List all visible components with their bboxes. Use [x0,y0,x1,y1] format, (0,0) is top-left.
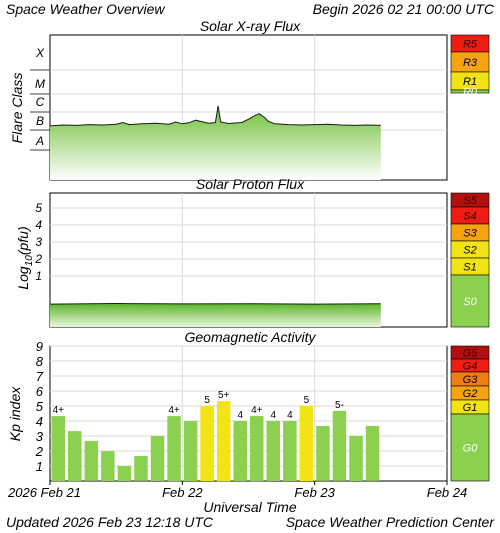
xray-ytick-m: M [35,77,45,91]
scale-label-r1: R1 [463,76,477,88]
kp-ytick-2: 2 [35,444,44,459]
kp-bar-label: 5- [335,400,344,411]
kp-bar [68,431,82,482]
kp-bar [266,421,280,481]
kp-bar [84,440,99,481]
kp-bar [365,425,380,481]
kp-bar [150,436,165,481]
plot-frame-3 [49,345,448,482]
x-tick-label: Feb 23 [294,485,335,500]
kp-bar [183,421,198,481]
scale-label-g5: G5 [463,348,479,360]
xray-ytick-x: X [35,46,45,60]
x-tick-label: Feb 24 [427,485,467,500]
kp-ytick-4: 4 [36,414,43,429]
scale-band-s0 [450,274,490,328]
kp-bar-label: 5 [204,395,210,406]
kp-bar [167,416,181,482]
proton-ytick-5: 5 [35,201,42,215]
xray-ytick-b: B [36,114,44,128]
proton-ylabel-text: Log10(pfu) [15,226,35,289]
scale-label-g0: G0 [463,443,479,455]
scale-label-s5: S5 [463,195,477,207]
kp-ytick-9: 9 [36,339,43,354]
kp-ytick-7: 7 [36,369,44,384]
scale-label-s2: S2 [463,245,476,257]
kp-bar [216,401,231,482]
kp-bar [200,406,214,481]
scale-label-r0: R0 [463,87,478,99]
kp-title: Geomagnetic Activity [185,329,317,345]
kp-bar [101,451,115,481]
xray-ylabel: Flare Class [9,73,25,144]
scale-label-r3: R3 [463,57,478,69]
kp-bar [134,455,148,481]
kp-ytick-5: 5 [36,399,44,414]
proton-ytick-3: 3 [35,235,42,249]
kp-bar-label: 5 [304,395,310,406]
scale-label-s4: S4 [463,211,476,223]
scale-band-g0 [450,413,490,482]
scale-label-g3: G3 [463,374,479,386]
scale-label-g2: G2 [463,388,478,400]
xray-ytick-c: C [36,95,45,109]
scale-label-s0: S0 [463,296,477,308]
kp-bar [332,410,347,481]
x-tick-label: 2026 Feb 21 [7,485,81,500]
proton-title: Solar Proton Flux [196,176,305,192]
scale-label-s1: S1 [463,262,476,274]
kp-bar-label: 4+ [251,405,263,416]
kp-bar-label: 4 [237,410,243,421]
proton-flux-line [49,302,381,305]
scale-band-r0 [450,89,490,94]
xray-flux-line [49,105,381,127]
kp-ytick-8: 8 [36,354,44,369]
xray-ytick-a: A [35,134,44,148]
overview-title: Space Weather Overview [6,1,165,17]
proton-ytick-4: 4 [35,218,42,232]
kp-bar [51,416,65,482]
kp-ylabel: Kp index [7,386,23,441]
kp-ytick-1: 1 [36,459,43,474]
kp-bar [349,436,363,481]
kp-ytick-6: 6 [36,384,44,399]
x-tick-label: Feb 22 [162,485,203,500]
proton-ytick-2: 2 [34,252,42,266]
xray-flux-area [50,105,381,180]
x-axis-title: Universal Time [203,499,296,515]
kp-bar [233,421,247,481]
kp-bar-label: 4+ [168,405,180,416]
kp-bar-label: 4 [271,410,277,421]
xray-title: Solar X-ray Flux [200,18,301,34]
scale-label-s3: S3 [463,228,477,240]
kp-bar [316,425,330,481]
kp-bar [250,416,264,482]
kp-bar [283,421,297,481]
kp-ytick-3: 3 [36,429,44,444]
kp-bar-label: 4+ [53,405,65,416]
scale-label-r5: R5 [463,39,478,51]
kp-bar [299,406,314,481]
scale-label-g4: G4 [463,361,478,373]
updated-time: Updated 2026 Feb 23 12:18 UTC [6,514,214,530]
kp-bar-label: 5+ [218,390,230,401]
scale-label-g1: G1 [463,402,478,414]
begin-time: Begin 2026 02 21 00:00 UTC [312,1,494,17]
kp-bar-label: 4 [287,410,293,421]
proton-ytick-1: 1 [35,269,42,283]
swpc-credit: Space Weather Prediction Center [285,514,494,530]
proton-flux-area [50,303,381,327]
kp-bar [117,466,132,481]
proton-ylabel: Log10(pfu) [15,226,35,289]
